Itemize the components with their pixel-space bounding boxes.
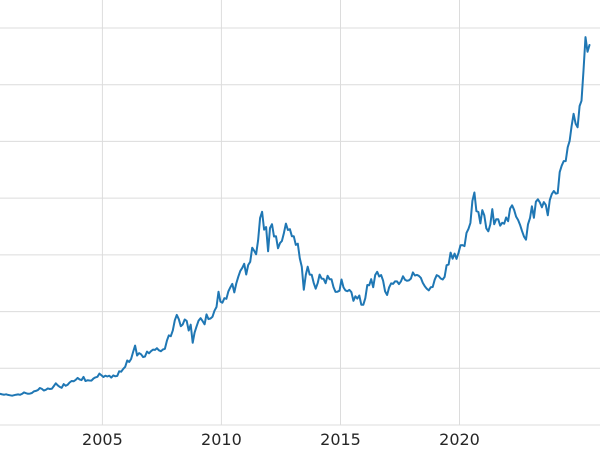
price-line <box>0 36 591 397</box>
x-tick-label: 2015 <box>320 430 361 449</box>
x-tick-label: 2005 <box>82 430 123 449</box>
x-tick-label: 2020 <box>439 430 480 449</box>
x-tick-label: 2010 <box>201 430 242 449</box>
